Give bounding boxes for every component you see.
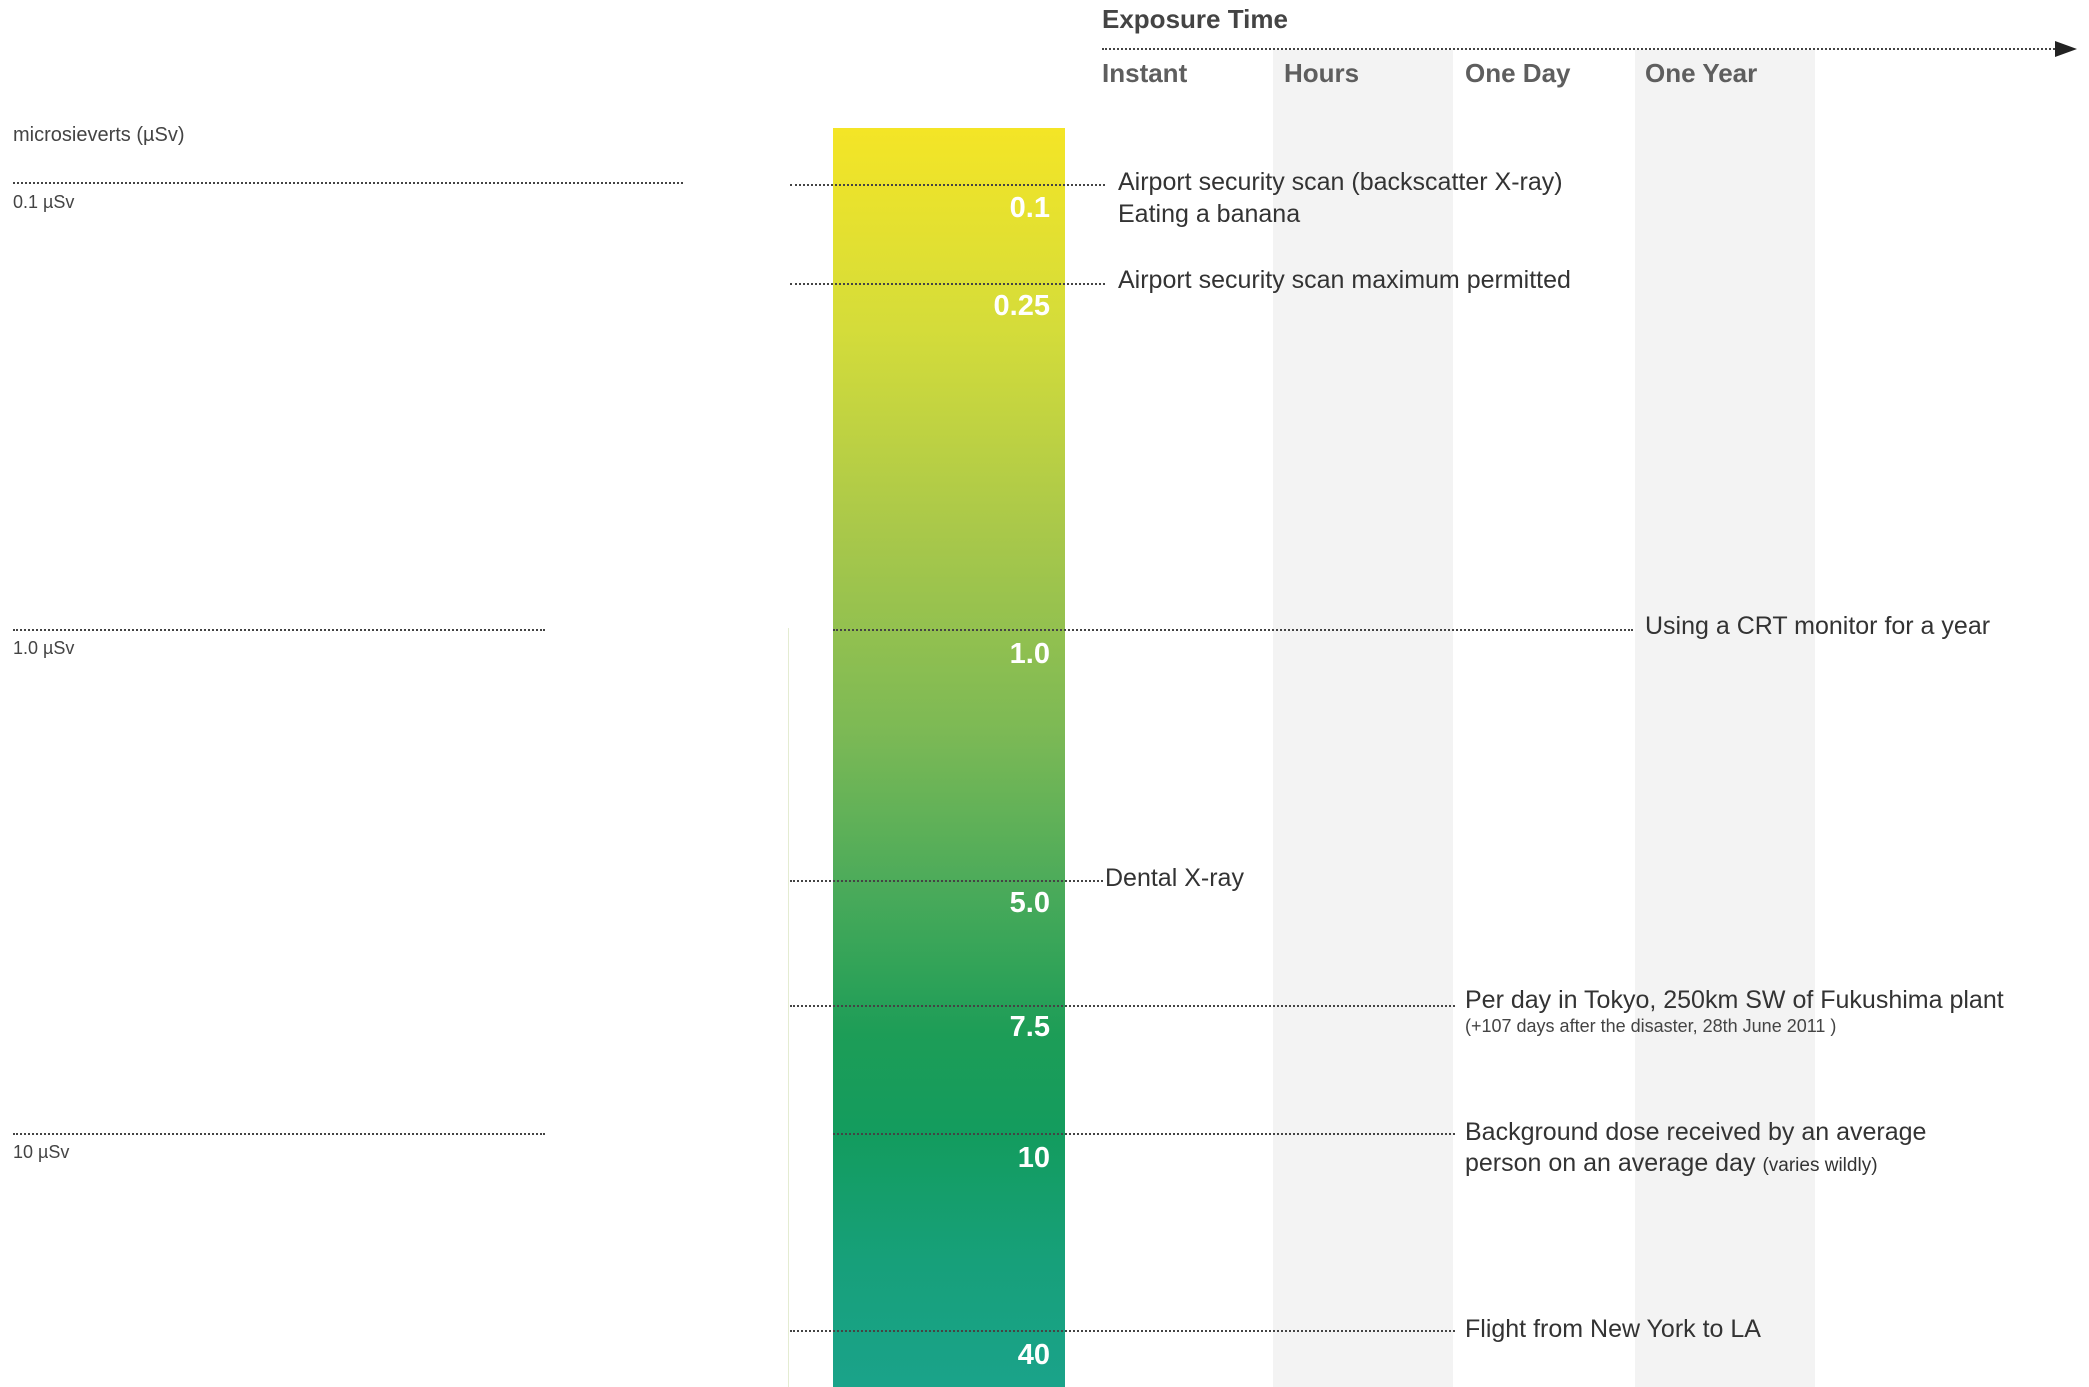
annotation-background-dose-line-1: Background dose received by an average bbox=[1465, 1118, 1927, 1146]
leader-line-1-0 bbox=[833, 629, 1633, 631]
annotation-tokyo: Per day in Tokyo, 250km SW of Fukushima … bbox=[1465, 986, 2004, 1014]
reference-label-1-0: 1.0 µSv bbox=[13, 638, 75, 658]
annotation-airport-scan: Airport security scan (backscatter X-ray… bbox=[1118, 168, 1563, 196]
dose-value-0-25: 0.25 bbox=[993, 290, 1050, 322]
dose-value-10: 10 bbox=[1017, 1142, 1050, 1174]
dose-gradient-bar bbox=[833, 128, 1065, 1387]
leader-line-0-1 bbox=[790, 184, 1105, 186]
leader-line-7-5 bbox=[790, 1005, 1455, 1007]
annotation-background-dose-line-2: person on an average day (varies wildly) bbox=[1465, 1149, 1878, 1178]
column-header-hours: Hours bbox=[1284, 58, 1360, 88]
column-header-one-year: One Year bbox=[1645, 58, 1758, 88]
column-band-one-year bbox=[1635, 50, 1815, 1387]
leader-line-0-25 bbox=[790, 283, 1105, 285]
axis-arrow-icon bbox=[2055, 41, 2077, 57]
reference-label-10: 10 µSv bbox=[13, 1142, 70, 1162]
reference-line-10 bbox=[13, 1133, 545, 1135]
annotation-background-dose-text: person on an average day bbox=[1465, 1149, 1756, 1177]
unit-label: microsieverts (µSv) bbox=[13, 124, 185, 146]
dose-value-7-5: 7.5 bbox=[1009, 1011, 1050, 1043]
annotation-dental-xray: Dental X-ray bbox=[1105, 864, 1244, 892]
leader-line-40 bbox=[790, 1330, 1455, 1332]
reference-line-1-0 bbox=[13, 629, 545, 631]
column-band-hours bbox=[1273, 50, 1453, 1387]
dose-value-5-0: 5.0 bbox=[1009, 887, 1050, 919]
dose-value-0-1: 0.1 bbox=[1009, 192, 1050, 224]
column-header-one-day: One Day bbox=[1465, 58, 1571, 88]
dose-value-1-0: 1.0 bbox=[1009, 638, 1050, 670]
annotation-flight: Flight from New York to LA bbox=[1465, 1315, 1761, 1343]
annotation-banana: Eating a banana bbox=[1118, 200, 1301, 228]
exposure-time-axis bbox=[1102, 48, 2055, 50]
leader-line-10 bbox=[833, 1133, 1455, 1135]
exposure-time-title: Exposure Time bbox=[1102, 4, 1288, 34]
annotation-crt-monitor: Using a CRT monitor for a year bbox=[1645, 612, 1991, 640]
reference-label-0-1: 0.1 µSv bbox=[13, 192, 75, 212]
annotation-airport-max: Airport security scan maximum permitted bbox=[1118, 266, 1571, 294]
column-header-instant: Instant bbox=[1102, 58, 1188, 88]
reference-line-0-1 bbox=[13, 182, 683, 184]
dose-value-40: 40 bbox=[1017, 1339, 1050, 1371]
scale-guide-line bbox=[788, 628, 789, 1387]
leader-line-5-0 bbox=[790, 880, 1103, 882]
annotation-tokyo-note: (+107 days after the disaster, 28th June… bbox=[1465, 1016, 1837, 1036]
annotation-background-dose-note: (varies wildly) bbox=[1762, 1155, 1878, 1176]
